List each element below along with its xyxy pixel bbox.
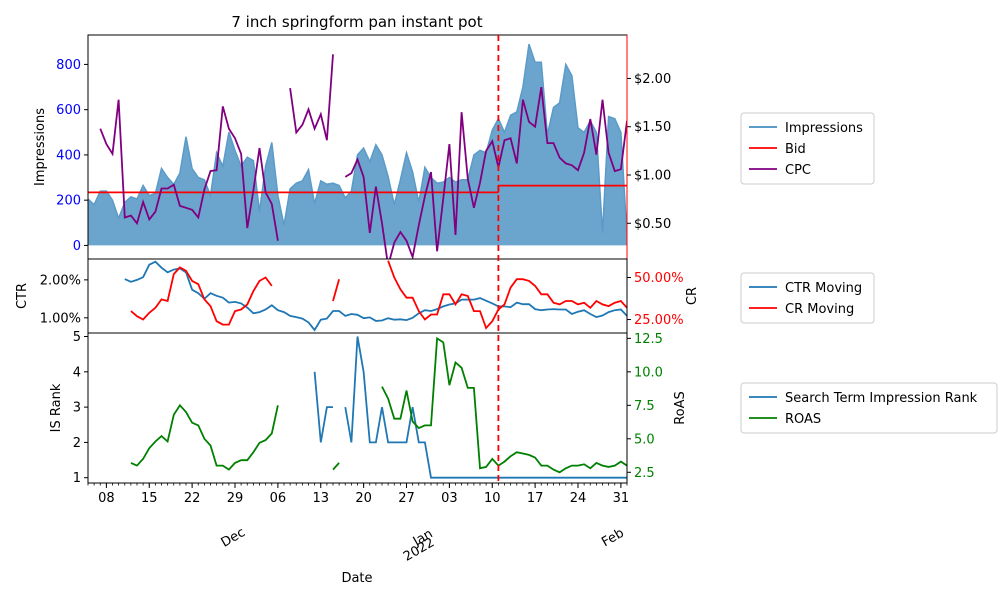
x-month-label: Feb — [599, 526, 626, 551]
cr-axis-label: CR — [685, 287, 700, 305]
impressions-tick-label: 200 — [56, 194, 81, 209]
roas-tick-label: 5.0 — [634, 432, 655, 447]
legend-label: Bid — [785, 142, 806, 157]
isrank-roas-panel: 1 2 3 4 5 2.5 5.0 7.5 10.0 12.5 IS Rank RoAS — [49, 330, 688, 486]
impressions-tick-label: 400 — [56, 148, 81, 163]
x-tick-label: 24 — [570, 491, 587, 506]
roas-axis-label: RoAS — [673, 391, 688, 425]
x-tick-label: 10 — [484, 491, 501, 506]
cr-moving-line — [332, 278, 340, 302]
roas-tick-label: 12.5 — [634, 332, 663, 347]
x-tick-label: 22 — [184, 491, 201, 506]
is-rank-tick-label: 1 — [73, 471, 81, 486]
legend-box — [740, 272, 875, 324]
impressions-plot-area — [88, 43, 627, 259]
x-tick-label: 29 — [227, 491, 244, 506]
bid-cpc-tick-label: $0.50 — [634, 217, 671, 232]
cr-tick-label: 50.00% — [634, 271, 684, 286]
x-tick-label: 13 — [312, 491, 329, 506]
bid-cpc-tick-label: $1.50 — [634, 120, 671, 135]
is-rank-tick-label: 5 — [73, 330, 81, 345]
legend-label: Impressions — [785, 121, 863, 136]
is-rank-tick-label: 2 — [73, 436, 81, 451]
ctr-cr-plot-area — [124, 260, 627, 332]
is-rank-line — [344, 336, 627, 479]
ctr-axis-label: CTR — [15, 283, 30, 309]
bid-cpc-tick-label: $1.00 — [634, 169, 671, 184]
legend-label: CTR Moving — [785, 281, 862, 296]
legend-label: Search Term Impression Rank — [785, 391, 978, 406]
ctr-moving-line — [124, 260, 627, 332]
x-tick-label: 27 — [398, 491, 415, 506]
legend-box — [740, 382, 998, 434]
impressions-line — [88, 43, 627, 238]
cpc-line — [99, 99, 279, 241]
is-rank-tick-label: 3 — [73, 401, 81, 416]
isrank-roas-axes-frame — [87, 332, 628, 484]
cpc-line — [289, 54, 334, 141]
x-axis-label: Date — [341, 571, 372, 586]
impressions-area — [88, 44, 627, 246]
legend-box — [740, 112, 875, 185]
ctr-tick-label: 2.00% — [40, 273, 81, 288]
legend-label: ROAS — [785, 412, 821, 427]
impressions-axis-label: Impressions — [33, 108, 48, 186]
impressions-tick-label: 800 — [56, 58, 81, 73]
ctr-cr-panel: 1.00% 2.00% 25.00% 50.00% CTR CR — [15, 258, 700, 334]
ctr-tick-label: 1.00% — [40, 311, 81, 326]
roas-line — [130, 403, 279, 471]
cr-tick-label: 25.00% — [634, 313, 684, 328]
x-tick-label: 08 — [98, 491, 115, 506]
cr-moving-line — [387, 260, 627, 330]
legends: Impressions Bid CPC CTR Moving CR Moving Sear… — [740, 112, 998, 434]
x-month-label: Dec — [219, 525, 248, 551]
is-rank-axis-label: IS Rank — [49, 383, 64, 432]
x-tick-label: 06 — [270, 491, 287, 506]
cr-moving-line — [130, 266, 273, 326]
is-rank-tick-label: 4 — [73, 365, 81, 380]
x-tick-label: 17 — [527, 491, 544, 506]
x-tick-label: 31 — [613, 491, 630, 506]
roas-line — [381, 336, 627, 474]
impressions-panel: 0 200 400 600 800 $0.50 $1.00 $1.50 $2.00 Impress… — [33, 34, 671, 260]
chart-title: 7 inch springform pan instant pot — [231, 13, 482, 31]
roas-line — [332, 462, 340, 471]
legend-label: CR Moving — [785, 302, 854, 317]
roas-tick-label: 7.5 — [634, 399, 655, 414]
impressions-tick-label: 0 — [73, 239, 81, 254]
x-tick-label: 20 — [355, 491, 372, 506]
isrank-roas-plot-area — [130, 336, 627, 479]
is-rank-line — [313, 371, 333, 443]
x-tick-label: 03 — [441, 491, 458, 506]
roas-tick-label: 10.0 — [634, 365, 663, 380]
legend-label: CPC — [785, 163, 811, 178]
bid-cpc-tick-label: $2.00 — [634, 72, 671, 87]
impressions-tick-label: 600 — [56, 103, 81, 118]
roas-tick-label: 2.5 — [634, 466, 655, 481]
x-tick-label: 15 — [141, 491, 158, 506]
cpc-line — [344, 86, 627, 259]
